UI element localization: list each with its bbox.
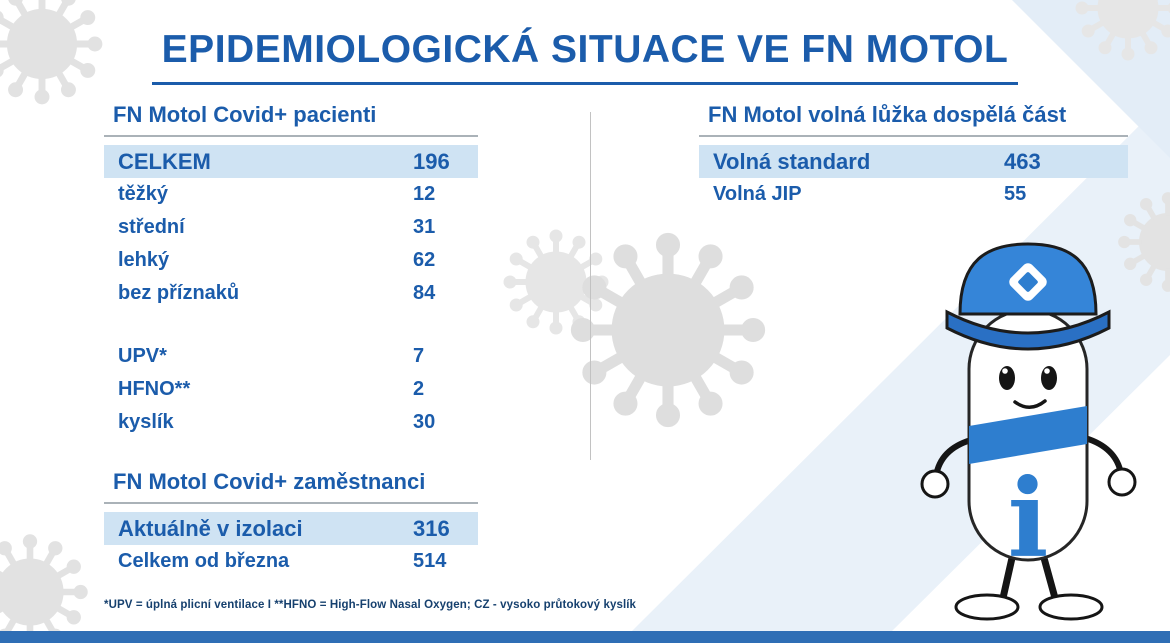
mascot-band xyxy=(969,406,1087,464)
row-label: střední xyxy=(118,216,185,238)
row-label: Volná standard xyxy=(713,148,871,174)
mascot-leg xyxy=(1040,554,1059,602)
mascot-leg xyxy=(999,554,1016,602)
patient-severity-row: lehký 62 xyxy=(104,244,478,277)
row-value: 31 xyxy=(413,216,436,238)
row-label: CELKEM xyxy=(118,148,211,174)
patients-total-row: CELKEM 196 xyxy=(104,145,478,178)
title-underline xyxy=(152,82,1018,85)
mascot-eye-highlight xyxy=(1002,368,1008,374)
row-value: 12 xyxy=(413,183,436,205)
row-value: 316 xyxy=(413,515,450,541)
diagonal-stripe xyxy=(620,95,1170,643)
row-value: 463 xyxy=(1004,148,1041,174)
patient-support-row: UPV* 7 xyxy=(104,340,478,373)
staff-header: FN Motol Covid+ zaměstnanci xyxy=(104,467,478,504)
beds-header: FN Motol volná lůžka dospělá část xyxy=(699,100,1128,137)
row-gap xyxy=(104,310,478,340)
staff-row: Celkem od března 514 xyxy=(104,545,478,578)
row-label: Celkem od března xyxy=(118,550,290,572)
column-divider xyxy=(590,112,591,460)
mascot-arm xyxy=(1082,435,1124,477)
row-label: HFNO** xyxy=(118,378,191,400)
footnote: *UPV = úplná plicní ventilace I **HFNO =… xyxy=(104,599,637,611)
cap-logo-icon xyxy=(1009,263,1047,301)
row-label: bez příznaků xyxy=(118,282,240,304)
mascot-glove xyxy=(920,469,950,499)
patients-section: FN Motol Covid+ pacienti CELKEM 196 těžk… xyxy=(104,100,478,439)
staff-section: FN Motol Covid+ zaměstnanci Aktuálně v i… xyxy=(104,467,478,578)
row-label: Volná JIP xyxy=(713,183,802,205)
mascot-arm xyxy=(933,437,974,479)
beds-row: Volná JIP 55 xyxy=(699,178,1128,211)
beds-section: FN Motol volná lůžka dospělá část Volná … xyxy=(699,100,1128,211)
row-value: 7 xyxy=(413,345,425,367)
page-title: EPIDEMIOLOGICKÁ SITUACE VE FN MOTOL xyxy=(161,28,1009,71)
mascot-smile xyxy=(1013,399,1047,409)
mascot-shoe xyxy=(1038,593,1104,621)
virus-icon xyxy=(0,535,87,643)
patient-support-row: kyslík 30 xyxy=(104,406,478,439)
mascot-info-letter: i xyxy=(1007,456,1048,582)
row-value: 30 xyxy=(413,411,436,433)
mascot-shoe xyxy=(954,593,1020,621)
patient-severity-row: střední 31 xyxy=(104,211,478,244)
row-label: těžký xyxy=(118,183,169,205)
patient-severity-row: bez příznaků 84 xyxy=(104,277,478,310)
row-label: kyslík xyxy=(118,411,174,433)
row-value: 2 xyxy=(413,378,425,400)
patient-support-row: HFNO** 2 xyxy=(104,373,478,406)
row-label: lehký xyxy=(118,249,170,271)
mascot-cap-brim xyxy=(945,309,1111,351)
beds-total-row: Volná standard 463 xyxy=(699,145,1128,178)
patient-severity-row: těžký 12 xyxy=(104,178,478,211)
mascot-capsule-character: i xyxy=(920,242,1137,621)
row-label: Aktuálně v izolaci xyxy=(118,515,303,541)
staff-total-row: Aktuálně v izolaci 316 xyxy=(104,512,478,545)
row-value: 196 xyxy=(413,148,450,174)
row-value: 55 xyxy=(1004,183,1027,205)
row-value: 62 xyxy=(413,249,436,271)
row-value: 514 xyxy=(413,550,447,572)
mascot-eye-highlight xyxy=(1044,368,1050,374)
row-value: 84 xyxy=(413,282,436,304)
bottom-bar xyxy=(0,631,1170,643)
mascot-glove xyxy=(1107,467,1137,497)
patients-header: FN Motol Covid+ pacienti xyxy=(104,100,478,137)
row-label: UPV* xyxy=(118,345,167,367)
